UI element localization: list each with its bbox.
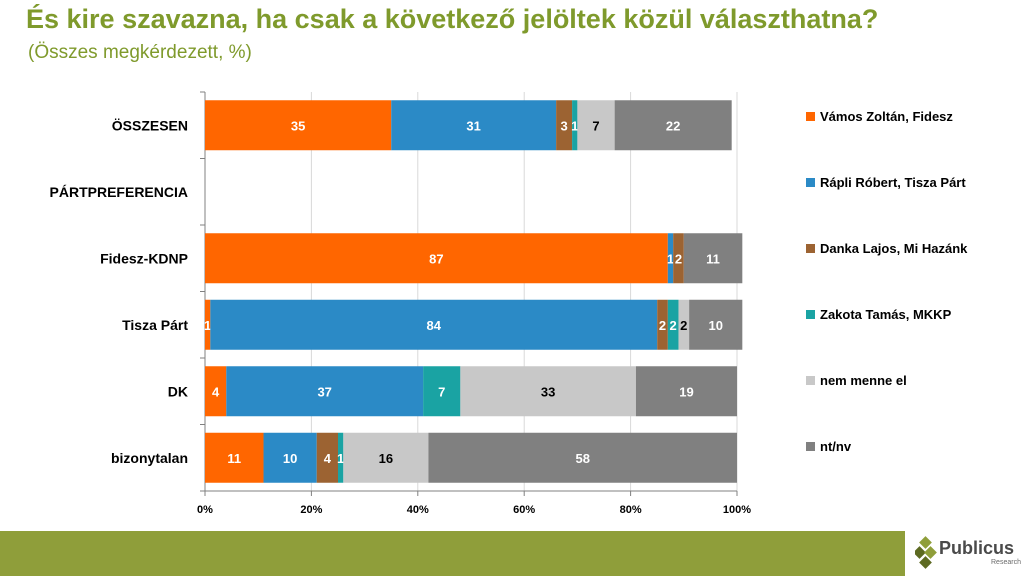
data-label: 31 [466, 118, 480, 133]
data-label: 33 [541, 384, 555, 399]
data-label: 1 [204, 318, 211, 333]
category-label: ÖSSZESEN [112, 117, 188, 133]
bar-segment [678, 299, 690, 350]
bar-segment [205, 299, 211, 350]
data-label: 10 [708, 318, 722, 333]
bar-segment [667, 233, 674, 284]
chart-title: És kire szavazna, ha csak a következő je… [26, 4, 879, 34]
data-label: 2 [675, 251, 682, 266]
legend-label: Rápli Róbert, Tisza Párt [820, 175, 966, 190]
category-label: Tisza Párt [122, 317, 188, 333]
data-label: 2 [680, 318, 687, 333]
bar-segment [338, 432, 344, 483]
category-label: bizonytalan [111, 450, 188, 466]
data-label: 1 [571, 118, 578, 133]
bar-segment [423, 366, 461, 417]
legend-swatch [806, 112, 815, 121]
legend-swatch [806, 442, 815, 451]
footer-band [0, 531, 905, 576]
data-label: 1 [337, 451, 344, 466]
data-label: 19 [679, 384, 693, 399]
chart-subtitle: (Összes megkérdezett, %) [28, 42, 252, 63]
x-tick-label: 0% [197, 504, 213, 516]
category-label: DK [168, 383, 188, 399]
bar-segment [460, 366, 636, 417]
data-label: 7 [438, 384, 445, 399]
bar-segment [577, 100, 615, 151]
category-label: Fidesz-KDNP [100, 250, 188, 266]
data-label: 22 [666, 118, 680, 133]
data-label: 3 [560, 118, 567, 133]
bar-segment [657, 299, 668, 350]
x-tick-label: 60% [513, 504, 535, 516]
publicus-logo: Publicus Research [915, 534, 1021, 574]
bar-segment [635, 366, 737, 417]
bar-segment [614, 100, 732, 151]
publicus-logo-icon [915, 536, 937, 569]
data-label: 11 [227, 451, 241, 466]
data-label: 7 [592, 118, 599, 133]
legend-label: nt/nv [820, 439, 852, 454]
bar-segment [210, 299, 658, 350]
legend-label: nem menne el [820, 373, 907, 388]
bar-segment [205, 432, 264, 483]
data-label: 84 [427, 318, 442, 333]
bar-segment [673, 233, 684, 284]
legend-swatch [806, 178, 815, 187]
bar-segment [205, 233, 668, 284]
data-label: 4 [212, 384, 220, 399]
bar-segment [391, 100, 557, 151]
bar-segment [205, 366, 227, 417]
data-label: 4 [324, 451, 332, 466]
data-label: 87 [429, 251, 443, 266]
bar-segment [343, 432, 429, 483]
data-label: 2 [659, 318, 666, 333]
data-label: 10 [283, 451, 297, 466]
bar-segment [556, 100, 573, 151]
data-label: 16 [379, 451, 393, 466]
x-tick-label: 100% [723, 504, 751, 516]
bar-segment [316, 432, 338, 483]
data-label: 11 [706, 251, 720, 266]
x-tick-label: 40% [407, 504, 429, 516]
legend-swatch [806, 376, 815, 385]
data-label: 37 [317, 384, 331, 399]
bar-segment [263, 432, 317, 483]
logo-name: Publicus [939, 538, 1015, 558]
data-label: 2 [670, 318, 677, 333]
data-label: 58 [575, 451, 589, 466]
bar-segment [226, 366, 424, 417]
legend-label: Danka Lajos, Mi Hazánk [820, 241, 968, 256]
legend-swatch [806, 244, 815, 253]
bar-segment [428, 432, 737, 483]
data-label: 35 [291, 118, 305, 133]
logo-subtext: Research [991, 559, 1021, 566]
bar-segment [689, 299, 743, 350]
bar-segment [667, 299, 679, 350]
x-tick-label: 80% [620, 504, 642, 516]
category-label: PÁRTPREFERENCIA [50, 184, 188, 200]
x-tick-label: 20% [300, 504, 322, 516]
legend-label: Vámos Zoltán, Fidesz [820, 109, 953, 124]
legend-swatch [806, 310, 815, 319]
data-label: 1 [667, 251, 674, 266]
bar-segment [572, 100, 578, 151]
bar-segment [205, 100, 392, 151]
legend-label: Zakota Tamás, MKKP [820, 307, 952, 322]
bar-segment [683, 233, 743, 284]
